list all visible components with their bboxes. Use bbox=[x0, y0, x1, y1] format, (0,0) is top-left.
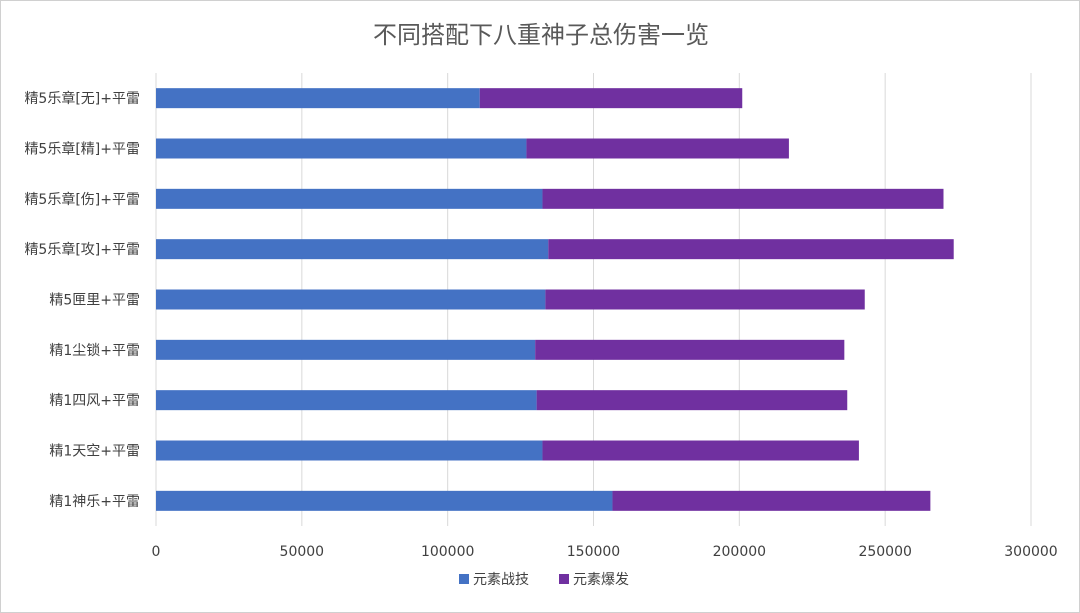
bar-skill bbox=[156, 239, 549, 260]
bar-burst bbox=[612, 490, 931, 511]
x-tick-label: 100000 bbox=[421, 544, 474, 560]
legend-label: 元素爆发 bbox=[573, 572, 629, 588]
bar-skill bbox=[156, 138, 527, 159]
bar-burst bbox=[542, 188, 944, 209]
x-tick-label: 250000 bbox=[858, 544, 911, 560]
legend: 元素战技 元素爆发 bbox=[459, 572, 629, 588]
category-label: 精5乐章[精]+平雷 bbox=[24, 141, 140, 158]
bar-burst bbox=[536, 390, 848, 411]
bar-skill bbox=[156, 289, 546, 310]
category-label: 精1尘锁+平雷 bbox=[49, 343, 140, 359]
legend-label: 元素战技 bbox=[473, 572, 529, 588]
bar-skill bbox=[156, 88, 480, 109]
x-tick-label: 150000 bbox=[567, 544, 620, 560]
category-label: 精5乐章[攻]+平雷 bbox=[24, 241, 140, 258]
category-label: 精1神乐+平雷 bbox=[49, 494, 140, 510]
bars-layer bbox=[156, 88, 954, 511]
legend-swatch bbox=[459, 574, 469, 584]
category-label: 精1天空+平雷 bbox=[49, 444, 140, 460]
bar-burst bbox=[548, 239, 954, 260]
x-tick-label: 300000 bbox=[1004, 544, 1057, 560]
bar-burst bbox=[535, 339, 845, 360]
bar-skill bbox=[156, 339, 536, 360]
bar-skill bbox=[156, 188, 543, 209]
bar-burst bbox=[526, 138, 789, 159]
x-tick-label: 50000 bbox=[280, 544, 325, 560]
bar-skill bbox=[156, 490, 613, 511]
chart-title: 不同搭配下八重神子总伤害一览 bbox=[373, 21, 709, 49]
category-labels: 精5乐章[无]+平雷精5乐章[精]+平雷精5乐章[伤]+平雷精5乐章[攻]+平雷… bbox=[24, 90, 140, 510]
bar-burst bbox=[545, 289, 865, 310]
bar-burst bbox=[542, 440, 859, 461]
category-label: 精5乐章[伤]+平雷 bbox=[24, 191, 140, 208]
bar-skill bbox=[156, 440, 543, 461]
bar-burst bbox=[479, 88, 743, 109]
category-label: 精5乐章[无]+平雷 bbox=[24, 90, 140, 107]
x-tick-label: 200000 bbox=[713, 544, 766, 560]
bar-skill bbox=[156, 390, 537, 411]
x-tick-labels: 0 50000 100000 150000 200000 250000 300000 bbox=[152, 544, 1058, 560]
category-label: 精5匣里+平雷 bbox=[49, 293, 140, 309]
category-label: 精1四风+平雷 bbox=[49, 393, 140, 409]
legend-swatch bbox=[559, 574, 569, 584]
x-tick-label: 0 bbox=[152, 544, 161, 560]
